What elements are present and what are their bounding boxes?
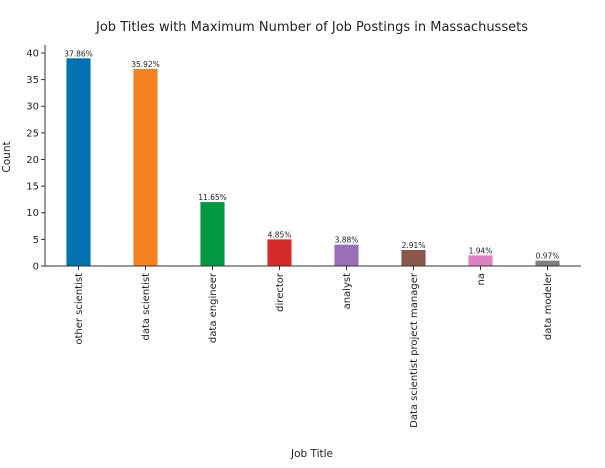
bar-data-scientist-project-manager [401,250,426,266]
data-label: 4.85% [268,230,292,239]
bar-other-scientist [66,58,91,267]
data-label: 1.94% [469,246,493,255]
y-tick-label: 15 [26,182,39,193]
y-tick-label: 0 [33,262,39,273]
data-label: 37.86% [64,49,93,58]
y-tick-label: 30 [26,102,39,113]
y-axis-label: Count [1,141,13,172]
y-axis: 0 5 10 15 20 25 30 35 40 [26,45,46,273]
x-axis-label: Job Title [290,448,333,460]
x-tick-label: data modeler [543,272,554,340]
data-label: 0.97% [536,252,560,261]
data-label: 11.65% [198,193,227,202]
bar-na [468,255,493,266]
y-tick-label: 10 [26,208,39,219]
bars-group [66,58,560,267]
y-tick-label: 25 [26,128,39,139]
y-tick-label: 35 [26,75,39,86]
y-tick-label: 20 [26,155,39,166]
y-tick-label: 40 [26,48,39,59]
x-tick-label: Data scientist project manager [409,272,420,428]
x-tick-label: director [275,272,286,312]
bar-data-engineer [200,202,225,266]
chart-title: Job Titles with Maximum Number of Job Po… [95,20,528,35]
x-tick-label: na [476,273,487,285]
x-tick-label: data scientist [141,273,152,341]
x-tick-label: data engineer [208,272,219,343]
data-labels-group: 37.86% 35.92% 11.65% 4.85% 3.88% 2.91% 1.94% 0.… [64,49,559,260]
y-tick-label: 5 [33,235,39,246]
bar-analyst [334,244,359,266]
bar-data-scientist [133,68,158,266]
bar-director [267,239,292,266]
bar-data-modeler [535,260,560,266]
data-label: 35.92% [131,60,160,69]
data-label: 2.91% [402,241,426,250]
x-axis: other scientist data scientist data engine… [45,265,581,428]
x-tick-label: analyst [342,273,353,310]
x-tick-label: other scientist [74,273,85,345]
data-label: 3.88% [335,236,359,245]
